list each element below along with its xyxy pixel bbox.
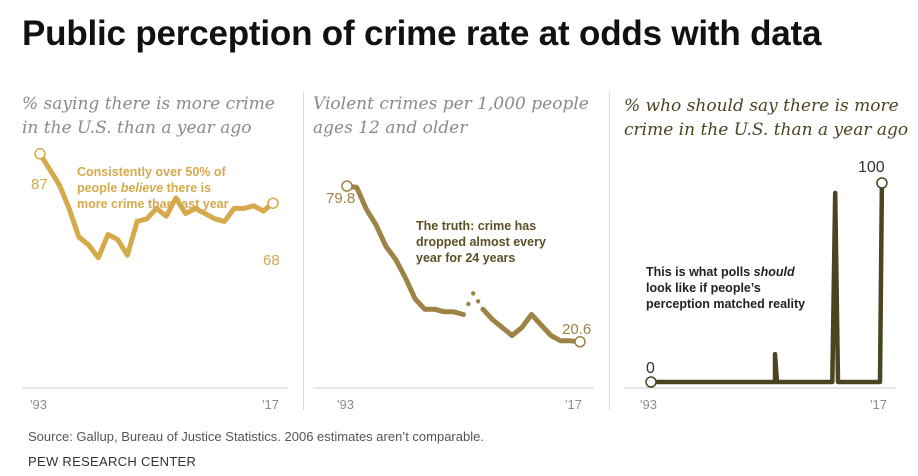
panel1-annotation: Consistently over 50% of people believe … [77,165,229,211]
panel1-title-line: % saying there is more crime [22,94,275,114]
panel1-tick-label: '93 [30,397,47,412]
panel2-chart: '93 '17 79.8 20.6 The truth: crime has d… [313,180,594,412]
annotation-line: dropped almost every [416,235,546,249]
panel3-title-line: crime in the U.S. than a year ago [624,120,909,140]
panel2-title: Violent crimes per 1,000 people ages 12 … [313,92,589,140]
panel2-series-line [480,306,583,345]
brand-logo-text: PEW RESEARCH CENTER [28,454,197,469]
panel2-2006-estimate [461,291,486,317]
panel2-title-line: ages 12 and older [313,118,468,138]
panel-divider [303,92,304,410]
panel3-start-point [645,376,657,388]
estimate-dot [475,299,481,304]
panel1-end-point [267,197,279,209]
annotation-emphasis: believe [121,181,163,195]
panel2-end-point [574,336,586,348]
panel2-start-label: 79.8 [326,190,355,207]
panel3-title: % who should say there is more crime in … [624,94,908,142]
panel3-series-line [648,180,885,385]
annotation-line: people [77,181,121,195]
panel3-chart: '93 '17 0 100 This is what polls should … [624,159,896,412]
source-note: Source: Gallup, Bureau of Justice Statis… [28,429,484,444]
panel1-start-label: 87 [31,176,48,193]
annotation-line: Consistently over 50% of [77,165,226,179]
panel2-title-line: Violent crimes per 1,000 people [313,94,589,114]
estimate-dot [461,312,466,317]
panel1-start-point [34,148,46,160]
panel1-tick-label: '17 [262,397,279,412]
panel3-end-point [876,177,888,189]
panel3-end-label: 100 [858,159,885,176]
estimate-dot [466,301,471,307]
annotation-line: perception matched reality [646,297,805,311]
annotation-line: year for 24 years [416,251,515,265]
panel2-end-label: 20.6 [562,321,591,338]
panel-divider [609,92,610,410]
panel2-annotation: The truth: crime has dropped almost ever… [416,219,549,265]
annotation-emphasis: should [754,265,795,279]
panel2-series-line [344,183,466,317]
panel1-title: % saying there is more crime in the U.S.… [22,92,275,140]
panel2-tick-label: '93 [337,397,354,412]
panel1-series-line [37,151,276,261]
estimate-dot [471,291,476,296]
panel2-start-point [341,180,353,192]
panel3-title-line: % who should say there is more [624,96,899,116]
annotation-line: more crime than last year [77,197,229,211]
panel3-annotation: This is what polls should look like if p… [646,265,805,311]
annotation-line: This is what polls [646,265,754,279]
panel1-chart: '93 '17 87 68 Consistently over 50% of p… [22,148,288,412]
annotation-line: there is [163,181,211,195]
panel3-start-label: 0 [646,360,655,377]
panel1-title-line: in the U.S. than a year ago [22,118,252,138]
panel1-end-label: 68 [263,252,280,269]
annotation-line: The truth: crime has [416,219,536,233]
panel3-tick-label: '17 [870,397,887,412]
annotation-line: look like if people’s [646,281,761,295]
panel2-tick-label: '17 [565,397,582,412]
chart-title: Public perception of crime rate at odds … [22,14,822,53]
panel3-tick-label: '93 [640,397,657,412]
estimate-dot [480,307,486,312]
